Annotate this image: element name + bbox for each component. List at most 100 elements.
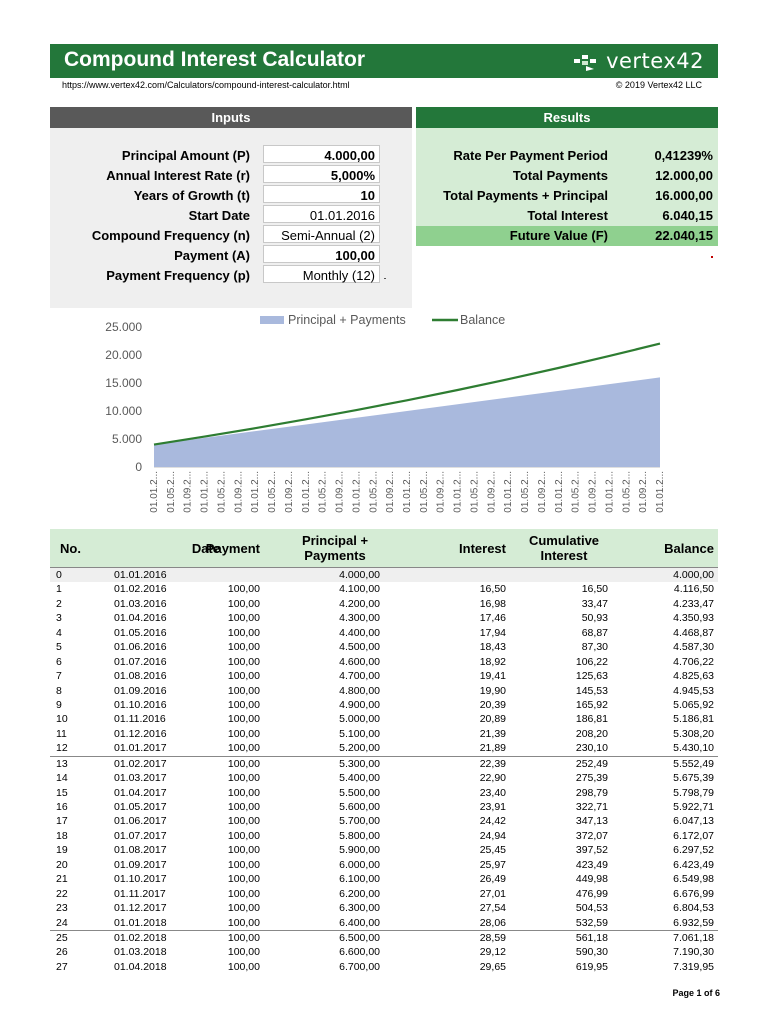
cell-no: 2: [56, 597, 62, 610]
cell-payment: 100,00: [227, 931, 260, 944]
cell-date: 01.04.2018: [114, 960, 167, 973]
cell-payment: 100,00: [227, 960, 260, 973]
cell-cumulative-interest: 125,63: [575, 670, 608, 683]
years-input[interactable]: 10: [263, 185, 380, 203]
balance-chart: 0 5.000 10.000 15.000 20.000 25.000 01.01.2...…: [90, 308, 690, 523]
cell-date: 01.02.2017: [114, 757, 167, 770]
table-row: 19 01.08.2017 100,00 5.900,00 25,45 397,52 6.2…: [50, 843, 718, 857]
brand-name: vertex42: [606, 49, 704, 73]
col-header-no: No.: [60, 540, 81, 556]
cell-date: 01.03.2018: [114, 946, 167, 959]
x-tick-label: 01.01.2...: [453, 471, 464, 513]
x-tick-label: 01.09.2...: [335, 471, 346, 513]
cell-principal-payments: 4.600,00: [339, 655, 380, 668]
table-row: 21 01.10.2017 100,00 6.100,00 26,49 449,98 6.5…: [50, 872, 718, 886]
x-tick-label: 01.09.2...: [638, 471, 649, 513]
cell-no: 5: [56, 641, 62, 654]
result-label: Rate Per Payment Period: [453, 148, 608, 163]
cell-interest: 28,59: [479, 931, 506, 944]
x-tick-label: 01.01.2...: [402, 471, 413, 513]
cell-date: 01.07.2017: [114, 829, 167, 842]
cell-principal-payments: 4.500,00: [339, 641, 380, 654]
payment-input[interactable]: 100,00: [263, 245, 380, 263]
cell-interest: 17,46: [479, 612, 506, 625]
cell-payment: 100,00: [227, 772, 260, 785]
x-tick-label: 01.09.2...: [233, 471, 244, 513]
input-row-rate: Annual Interest Rate (r) 5,000%: [50, 165, 412, 185]
cell-payment: 100,00: [227, 684, 260, 697]
x-tick-label: 01.05.2...: [469, 471, 480, 513]
input-label: Payment (A): [174, 248, 250, 263]
page-title: Compound Interest Calculator: [64, 48, 366, 71]
cell-cumulative-interest: 619,95: [575, 960, 608, 973]
cell-principal-payments: 4.300,00: [339, 612, 380, 625]
cell-principal-payments: 5.300,00: [339, 757, 380, 770]
cell-interest: 27,01: [479, 887, 506, 900]
start-date-input[interactable]: 01.01.2016: [263, 205, 380, 223]
cell-payment: 100,00: [227, 757, 260, 770]
cell-no: 0: [56, 569, 62, 581]
cell-cumulative-interest: 106,22: [575, 655, 608, 668]
cell-no: 6: [56, 655, 62, 668]
cell-interest: 24,42: [479, 815, 506, 828]
result-label: Total Payments + Principal: [443, 188, 608, 203]
x-tick-label: 01.01.2...: [351, 471, 362, 513]
source-url[interactable]: https://www.vertex42.com/Calculators/com…: [62, 80, 350, 90]
col-header-interest: Interest: [459, 540, 506, 556]
cell-balance: 4.587,30: [673, 641, 714, 654]
cell-cumulative-interest: 423,49: [575, 858, 608, 871]
cell-balance: 4.000,00: [673, 569, 714, 581]
table-row: 9 01.10.2016 100,00 4.900,00 20,39 165,92 5.06…: [50, 698, 718, 712]
table-row: 17 01.06.2017 100,00 5.700,00 24,42 347,13 6.0…: [50, 814, 718, 828]
cell-payment: 100,00: [227, 801, 260, 813]
page-indicator: Page 1 of 6: [672, 988, 720, 998]
future-value: 22.040,15: [655, 228, 713, 243]
result-value: 16.000,00: [655, 188, 713, 203]
table-row: 12 01.01.2017 100,00 5.200,00 21,89 230,10 5.4…: [50, 741, 718, 755]
input-label: Principal Amount (P): [121, 148, 250, 163]
result-value: 0,41239%: [654, 148, 713, 163]
result-row-payments-plus-principal: Total Payments + Principal 16.000,00: [416, 185, 718, 205]
cell-principal-payments: 5.400,00: [339, 772, 380, 785]
table-row: 4 01.05.2016 100,00 4.400,00 17,94 68,87 4.468…: [50, 626, 718, 640]
cell-marker: [711, 256, 713, 258]
result-value: 6.040,15: [662, 208, 713, 223]
cell-payment: 100,00: [227, 742, 260, 755]
cell-no: 19: [56, 844, 68, 857]
cell-payment: 100,00: [227, 698, 260, 711]
table-row: 3 01.04.2016 100,00 4.300,00 17,46 50,93 4.350…: [50, 611, 718, 625]
cell-balance: 5.552,49: [673, 757, 714, 770]
cell-no: 23: [56, 902, 68, 915]
interest-rate-input[interactable]: 5,000%: [263, 165, 380, 183]
principal-input[interactable]: 4.000,00: [263, 145, 380, 163]
cell-cumulative-interest: 87,30: [581, 641, 608, 654]
legend-label: Balance: [460, 313, 505, 327]
cell-cumulative-interest: 165,92: [575, 698, 608, 711]
cell-payment: 100,00: [227, 583, 260, 596]
cell-cumulative-interest: 50,93: [581, 612, 608, 625]
cell-balance: 5.065,92: [673, 698, 714, 711]
cell-cumulative-interest: 298,79: [575, 786, 608, 799]
y-tick-label: 10.000: [105, 404, 142, 418]
cell-no: 16: [56, 801, 68, 813]
compound-frequency-select[interactable]: Semi-Annual (2): [263, 225, 380, 243]
cell-cumulative-interest: 561,18: [575, 931, 608, 944]
table-row: 7 01.08.2016 100,00 4.700,00 19,41 125,63 4.82…: [50, 669, 718, 683]
x-tick-label: 01.09.2...: [588, 471, 599, 513]
cell-interest: 19,90: [479, 684, 506, 697]
cell-balance: 6.423,49: [673, 858, 714, 871]
cell-date: 01.04.2017: [114, 786, 167, 799]
cell-principal-payments: 6.200,00: [339, 887, 380, 900]
cell-no: 13: [56, 757, 68, 770]
cell-date: 01.03.2016: [114, 597, 167, 610]
cell-principal-payments: 6.000,00: [339, 858, 380, 871]
cell-no: 11: [56, 727, 67, 740]
input-label: Compound Frequency (n): [91, 228, 250, 243]
cell-cumulative-interest: 33,47: [581, 597, 608, 610]
cell-principal-payments: 6.700,00: [339, 960, 380, 973]
x-tick-label: 01.05.2...: [166, 471, 177, 513]
result-value: 12.000,00: [655, 168, 713, 183]
cell-interest: 16,50: [479, 583, 506, 596]
col-header-balance: Balance: [664, 540, 714, 556]
payment-frequency-select[interactable]: Monthly (12): [263, 265, 380, 283]
